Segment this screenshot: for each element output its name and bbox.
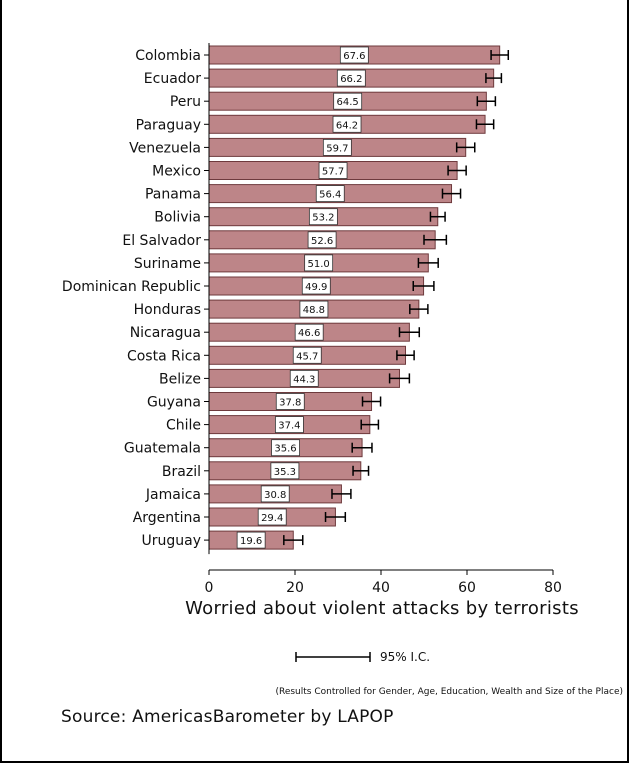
category-label: Venezuela [129, 140, 201, 156]
value-label-box [275, 416, 304, 434]
bars-layer: Colombia 67.6 Ecuador 66.2 Peru 64.5 Paraguay 6… [62, 45, 510, 550]
controls-note: (Results Controlled for Gender, Age, Edu… [275, 687, 623, 697]
value-label-box [332, 115, 362, 133]
category-label: Costa Rica [127, 348, 201, 364]
value-label-box [260, 485, 290, 503]
value-label-box [318, 162, 348, 179]
category-label: Jamaica [145, 487, 201, 503]
category-label: Argentina [133, 510, 201, 526]
value-label-box [333, 92, 363, 110]
value-label: 59.7 [326, 143, 348, 154]
value-label-box [236, 531, 266, 549]
value-label: 37.4 [278, 421, 300, 432]
value-label: 45.7 [296, 351, 318, 362]
value-label: 67.6 [343, 51, 365, 62]
category-label: Brazil [162, 464, 201, 480]
category-label: Bolivia [154, 210, 201, 226]
ci-legend-label: 95% I.C. [380, 650, 430, 664]
value-label-box [339, 46, 369, 64]
value-label-box [308, 208, 338, 226]
x-axis: 0 20 40 60 80 [205, 43, 562, 596]
category-label: Colombia [135, 48, 201, 64]
category-label: Panama [145, 187, 201, 203]
value-label: 37.8 [279, 398, 301, 409]
source-text: Source: AmericasBarometer by LAPOP [61, 707, 394, 727]
value-label: 46.6 [298, 328, 320, 339]
value-label-box [307, 231, 337, 249]
category-label: Uruguay [142, 533, 202, 549]
value-label: 51.0 [308, 259, 330, 270]
category-label: Mexico [152, 164, 201, 180]
value-label: 44.3 [293, 374, 315, 385]
category-label: Dominican Republic [62, 279, 201, 295]
value-label-box [271, 439, 300, 457]
value-label: 49.9 [305, 282, 327, 293]
x-tick-label: 20 [286, 580, 304, 596]
value-label-box [336, 69, 366, 87]
value-label: 35.3 [274, 467, 296, 478]
value-label: 35.6 [274, 444, 296, 455]
category-label: Honduras [134, 302, 201, 318]
x-axis-title: Worried about violent attacks by terrori… [185, 598, 579, 619]
value-label: 19.6 [240, 536, 262, 547]
value-label: 64.2 [336, 120, 358, 131]
value-label-box [275, 393, 305, 410]
value-label: 64.5 [337, 97, 359, 108]
value-label-box [315, 185, 345, 203]
category-label: El Salvador [122, 233, 201, 249]
ci-legend: 95% I.C. [295, 650, 430, 664]
value-label-box [301, 277, 331, 295]
value-label: 57.7 [322, 167, 344, 178]
value-label: 56.4 [319, 190, 341, 201]
category-label: Peru [170, 94, 201, 110]
value-label: 29.4 [261, 513, 283, 524]
category-label: Guatemala [124, 441, 201, 457]
category-label: Ecuador [144, 71, 201, 87]
value-label-box [294, 323, 324, 341]
value-label-box [270, 462, 300, 480]
category-label: Chile [166, 418, 201, 434]
x-tick-label: 0 [205, 580, 214, 596]
category-label: Suriname [134, 256, 201, 272]
category-label: Belize [159, 371, 201, 387]
value-label-box [289, 369, 319, 387]
x-tick-label: 40 [372, 580, 390, 596]
value-label: 53.2 [312, 213, 334, 224]
value-label-box [322, 138, 352, 156]
value-label: 52.6 [311, 236, 333, 247]
category-label: Paraguay [136, 117, 201, 133]
value-label: 66.2 [340, 74, 362, 85]
x-tick-label: 60 [458, 580, 476, 596]
value-label-box [304, 254, 334, 272]
value-label: 48.8 [303, 305, 325, 316]
value-label-box [257, 508, 287, 526]
x-tick-label: 80 [544, 580, 562, 596]
value-label-box [292, 346, 322, 364]
value-label: 30.8 [264, 490, 286, 501]
category-label: Guyana [147, 395, 201, 411]
value-label-box [299, 300, 329, 318]
category-label: Nicaragua [130, 325, 201, 341]
